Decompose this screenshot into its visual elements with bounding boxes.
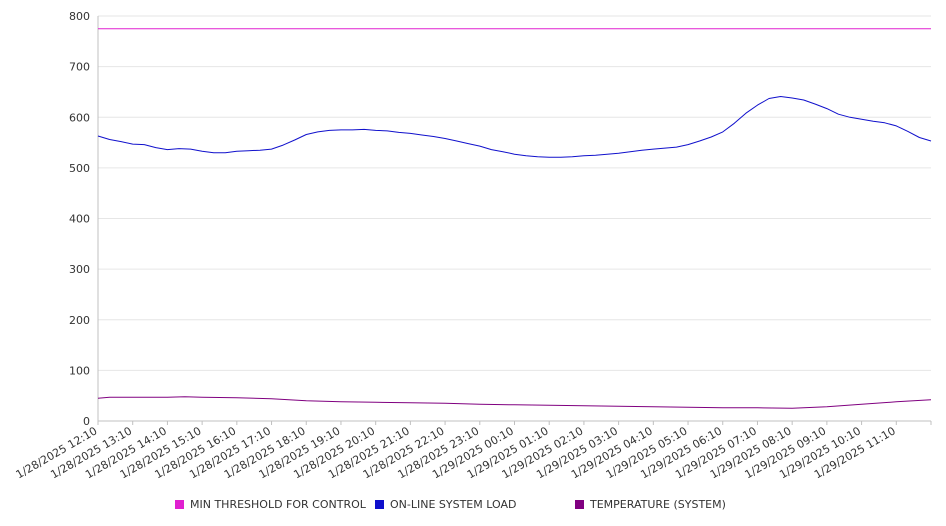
y-tick-label: 600 <box>69 111 90 124</box>
y-tick-label: 100 <box>69 364 90 377</box>
y-tick-label: 700 <box>69 61 90 74</box>
legend-swatch-threshold <box>175 500 184 509</box>
legend-label-threshold: MIN THRESHOLD FOR CONTROL <box>190 498 366 511</box>
series-lines <box>97 28 932 409</box>
y-tick-label: 800 <box>69 10 90 23</box>
legend-swatch-load <box>375 500 384 509</box>
legend-label-load: ON-LINE SYSTEM LOAD <box>390 498 517 511</box>
y-tick-label: 400 <box>69 213 90 226</box>
axes <box>97 16 932 425</box>
y-tick-label: 300 <box>69 263 90 276</box>
legend-swatch-temperature <box>575 500 584 509</box>
legend-label-temperature: TEMPERATURE (SYSTEM) <box>590 498 726 511</box>
chart-legend: MIN THRESHOLD FOR CONTROL ON-LINE SYSTEM… <box>0 496 946 516</box>
legend-item-load[interactable]: ON-LINE SYSTEM LOAD <box>375 498 516 511</box>
y-tick-label: 0 <box>83 415 90 428</box>
series-line-1 <box>97 96 932 158</box>
grid-lines <box>98 15 931 371</box>
series-line-2 <box>97 396 932 409</box>
legend-item-temperature[interactable]: TEMPERATURE (SYSTEM) <box>575 498 726 511</box>
y-tick-label: 200 <box>69 314 90 327</box>
y-tick-label: 500 <box>69 162 90 175</box>
legend-item-threshold[interactable]: MIN THRESHOLD FOR CONTROL <box>175 498 366 511</box>
